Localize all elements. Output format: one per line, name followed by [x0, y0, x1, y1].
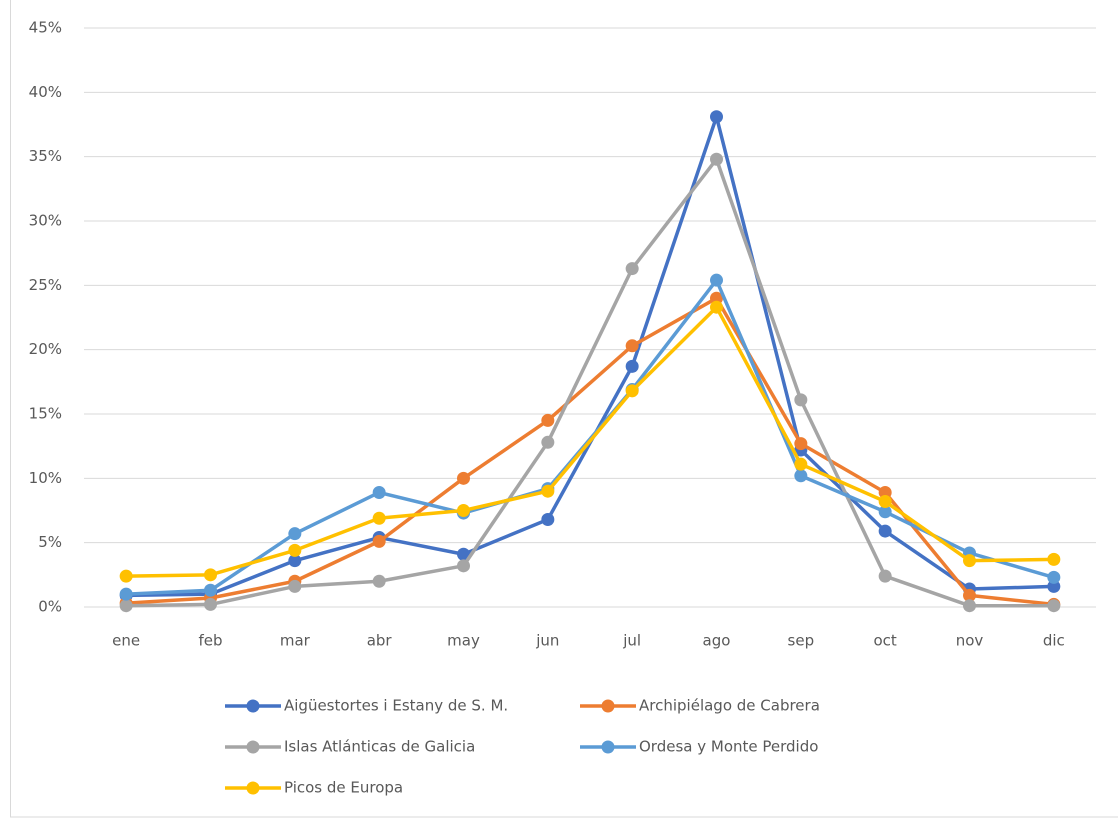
- x-tick-label: feb: [198, 632, 222, 650]
- data-point: [710, 110, 723, 124]
- data-point: [878, 494, 892, 508]
- series-line: [126, 305, 1054, 578]
- legend-marker: [246, 699, 260, 713]
- data-point: [794, 393, 808, 407]
- data-point: [878, 505, 892, 519]
- data-point: [794, 437, 808, 451]
- data-point: [372, 485, 386, 499]
- legend-label: Islas Atlánticas de Galicia: [284, 738, 475, 756]
- x-tick-label: nov: [956, 632, 984, 650]
- data-point: [372, 511, 386, 525]
- data-point: [794, 457, 808, 471]
- x-tick-label: jul: [622, 632, 641, 650]
- y-tick-label: 20%: [29, 340, 62, 358]
- x-tick-label: sep: [788, 632, 815, 650]
- data-point: [204, 568, 217, 582]
- data-point: [541, 413, 555, 427]
- data-point: [119, 599, 133, 613]
- x-tick-label: dic: [1043, 632, 1065, 650]
- data-point: [963, 554, 976, 568]
- data-point: [878, 569, 892, 583]
- data-point: [1047, 552, 1061, 566]
- data-point: [204, 597, 217, 611]
- x-tick-label: mar: [280, 632, 311, 650]
- y-tick-label: 40%: [29, 83, 62, 101]
- x-tick-label: may: [447, 632, 480, 650]
- data-point: [878, 485, 892, 499]
- legend-marker: [246, 740, 260, 754]
- y-tick-label: 30%: [29, 212, 62, 230]
- y-tick-label: 45%: [29, 19, 62, 37]
- data-point: [372, 574, 386, 588]
- chart-frame: [10, 0, 1118, 818]
- data-point: [119, 569, 133, 583]
- legend-marker: [601, 740, 615, 754]
- y-tick-label: 10%: [29, 469, 62, 487]
- data-point: [1047, 599, 1061, 613]
- legend-marker: [601, 699, 615, 713]
- x-tick-label: jun: [535, 632, 559, 650]
- y-tick-label: 15%: [29, 405, 62, 423]
- data-point: [288, 579, 302, 593]
- x-tick-label: ene: [112, 632, 140, 650]
- legend-label: Picos de Europa: [284, 779, 403, 797]
- data-point: [1047, 570, 1061, 584]
- data-point: [288, 527, 302, 541]
- data-point: [625, 262, 639, 276]
- data-point: [541, 484, 555, 498]
- data-point: [1047, 579, 1061, 593]
- y-tick-label: 5%: [38, 533, 62, 551]
- data-point: [710, 291, 723, 305]
- data-point: [963, 588, 976, 602]
- data-point: [541, 513, 555, 527]
- series-line: [126, 278, 1055, 596]
- x-tick-label: ago: [703, 632, 731, 650]
- data-point: [457, 504, 470, 517]
- data-point: [710, 300, 723, 314]
- data-point: [204, 583, 217, 597]
- data-point: [710, 152, 723, 166]
- x-tick-label: abr: [367, 632, 393, 650]
- legend-label: Ordesa y Monte Perdido: [639, 738, 818, 756]
- data-point: [457, 471, 470, 485]
- y-tick-label: 25%: [29, 276, 62, 294]
- data-point: [457, 547, 470, 561]
- x-tick-label: oct: [874, 632, 897, 650]
- data-point: [878, 524, 892, 538]
- data-point: [710, 273, 723, 287]
- data-point: [372, 534, 386, 548]
- data-point: [457, 559, 470, 573]
- y-tick-label: 0%: [38, 598, 62, 616]
- data-point: [119, 587, 133, 601]
- y-tick-label: 35%: [29, 147, 62, 165]
- legend-label: Archipiélago de Cabrera: [639, 697, 820, 715]
- legend-marker: [246, 781, 260, 795]
- data-point: [625, 359, 639, 373]
- data-point: [625, 339, 639, 353]
- data-point: [288, 543, 302, 557]
- data-point: [625, 384, 639, 398]
- data-point: [541, 435, 555, 449]
- data-point: [963, 599, 976, 613]
- series-line: [126, 157, 1054, 608]
- legend-label: Aigüestortes i Estany de S. M.: [284, 697, 508, 715]
- data-point: [794, 469, 808, 483]
- data-point: [288, 554, 302, 568]
